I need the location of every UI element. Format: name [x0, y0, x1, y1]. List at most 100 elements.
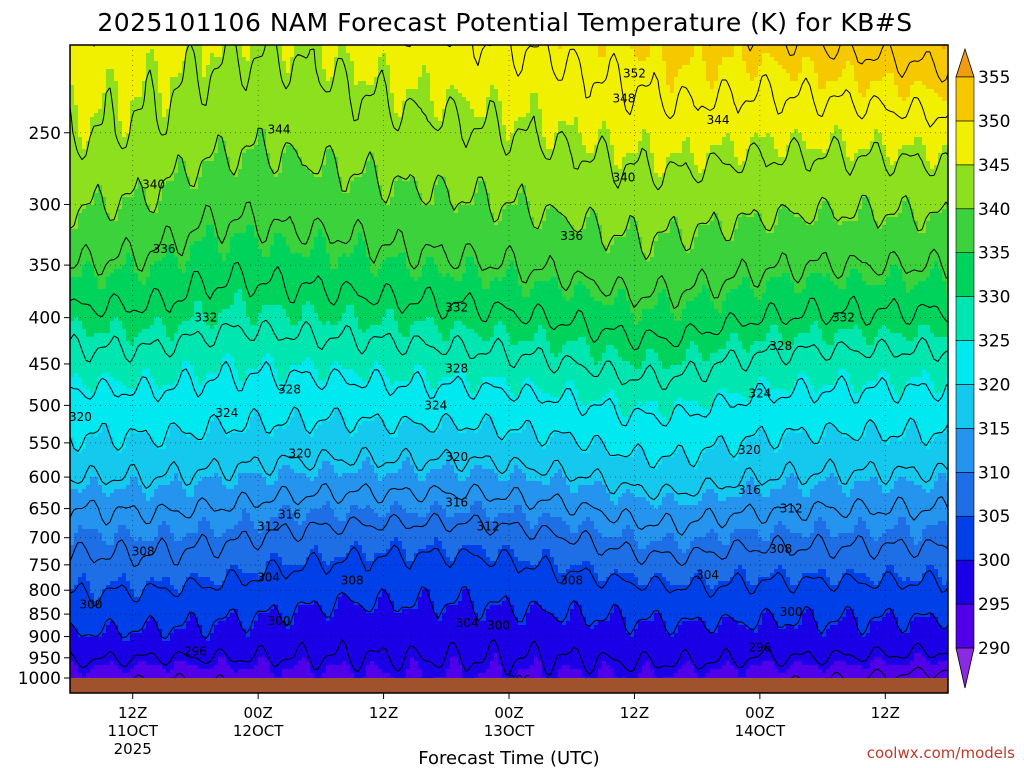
- shaded-band: [254, 229, 319, 234]
- shaded-band: [670, 153, 695, 158]
- shaded-band: [106, 81, 119, 86]
- shaded-band: [90, 581, 111, 586]
- shaded-band: [214, 225, 247, 230]
- shaded-band: [242, 513, 251, 518]
- shaded-band: [834, 425, 867, 430]
- shaded-band: [414, 321, 435, 326]
- shaded-band: [262, 417, 291, 422]
- shaded-band: [310, 661, 343, 666]
- shaded-band: [874, 581, 879, 586]
- y-tick-label: 450: [29, 355, 61, 375]
- shaded-band: [858, 85, 871, 90]
- shaded-band: [170, 481, 183, 486]
- shaded-band: [890, 377, 911, 382]
- shaded-band: [78, 529, 99, 534]
- shaded-band: [674, 313, 683, 318]
- shaded-band: [170, 433, 187, 438]
- shaded-band: [110, 321, 123, 326]
- shaded-band: [826, 433, 843, 438]
- shaded-band: [602, 301, 615, 306]
- shaded-band: [718, 629, 755, 634]
- shaded-band: [70, 453, 611, 458]
- shaded-band: [118, 97, 135, 102]
- shaded-band: [886, 221, 919, 226]
- shaded-band: [550, 441, 579, 446]
- shaded-band: [530, 201, 823, 206]
- shaded-band: [598, 217, 631, 222]
- shaded-band: [422, 273, 443, 278]
- shaded-band: [862, 329, 879, 334]
- shaded-band: [702, 357, 711, 362]
- shaded-band: [634, 533, 667, 538]
- shaded-band: [370, 269, 379, 274]
- shaded-band: [194, 241, 219, 246]
- shaded-band: [206, 437, 503, 442]
- shaded-band: [834, 125, 839, 130]
- shaded-band: [778, 221, 807, 226]
- shaded-band: [386, 589, 423, 594]
- shaded-band: [130, 129, 259, 134]
- shaded-band: [902, 205, 911, 210]
- shaded-band: [574, 381, 759, 386]
- shaded-band: [602, 437, 719, 442]
- shaded-band: [594, 525, 627, 530]
- contour-label-304: 304: [456, 616, 479, 630]
- shaded-band: [174, 661, 187, 666]
- shaded-band: [654, 241, 683, 246]
- shaded-band: [302, 309, 315, 314]
- shaded-band: [394, 185, 419, 190]
- shaded-band: [550, 393, 563, 398]
- shaded-band: [70, 357, 223, 362]
- shaded-band: [834, 209, 859, 214]
- shaded-band: [618, 569, 699, 574]
- shaded-band: [158, 485, 183, 490]
- shaded-band: [786, 569, 819, 574]
- shaded-band: [578, 397, 603, 402]
- shaded-band: [186, 169, 203, 174]
- contour-label-316: 316: [278, 508, 301, 522]
- shaded-band: [722, 301, 951, 306]
- shaded-band: [778, 149, 787, 154]
- shaded-band: [662, 497, 675, 502]
- shaded-band: [494, 325, 507, 330]
- shaded-band: [406, 97, 431, 102]
- shaded-band: [714, 305, 723, 310]
- shaded-band: [910, 85, 927, 90]
- shaded-band: [270, 353, 555, 358]
- shaded-band: [142, 537, 155, 542]
- shaded-band: [82, 141, 87, 146]
- shaded-band: [158, 77, 171, 82]
- shaded-band: [474, 501, 483, 506]
- shaded-band: [738, 161, 743, 166]
- shaded-band: [274, 429, 307, 434]
- shaded-band: [662, 501, 679, 506]
- shaded-band: [86, 445, 115, 450]
- shaded-band: [666, 69, 679, 74]
- shaded-band: [818, 325, 855, 330]
- shaded-band: [578, 525, 595, 530]
- shaded-band: [450, 661, 459, 666]
- shaded-band: [618, 293, 627, 298]
- shaded-band: [746, 569, 775, 574]
- shaded-band: [846, 145, 871, 150]
- shaded-band: [722, 141, 735, 146]
- shaded-band: [390, 73, 423, 78]
- shaded-band: [834, 337, 867, 342]
- shaded-band: [586, 285, 703, 290]
- shaded-band: [678, 545, 691, 550]
- shaded-band: [550, 437, 575, 442]
- shaded-band: [698, 673, 707, 678]
- shaded-band: [206, 517, 243, 522]
- shaded-band: [550, 341, 567, 346]
- shaded-band: [218, 145, 227, 150]
- shaded-band: [642, 245, 655, 250]
- shaded-band: [626, 293, 659, 298]
- credit-link[interactable]: coolwx.com/models: [867, 744, 1015, 762]
- shaded-band: [514, 609, 531, 614]
- shaded-band: [174, 173, 187, 178]
- shaded-band: [622, 529, 635, 534]
- shaded-band: [542, 133, 555, 138]
- shaded-band: [578, 601, 951, 606]
- shaded-band: [738, 285, 751, 290]
- shaded-band: [434, 321, 455, 326]
